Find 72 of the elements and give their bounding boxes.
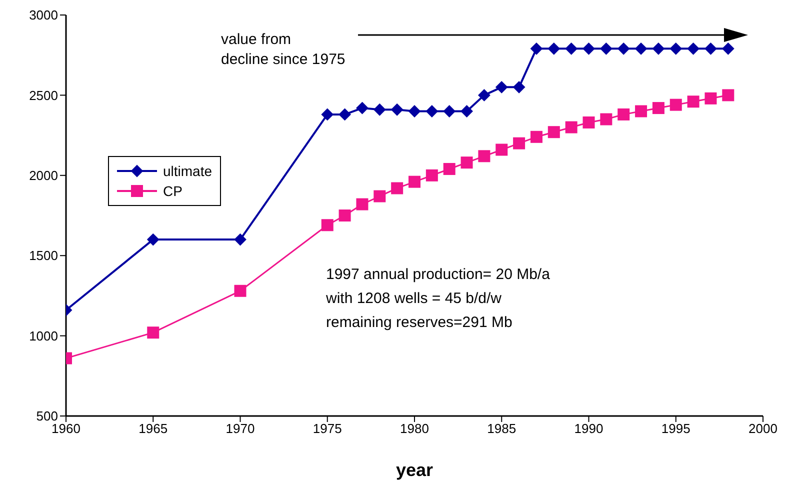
- y-tick-label: 2000: [29, 168, 58, 184]
- point: [687, 42, 700, 55]
- x-tick-label: 1960: [52, 421, 80, 436]
- point: [548, 126, 560, 138]
- point: [356, 102, 368, 114]
- x-tick-label: 1990: [574, 421, 604, 436]
- x-axis-title: year: [396, 460, 434, 480]
- point: [356, 198, 368, 210]
- point: [530, 130, 542, 143]
- point: [426, 105, 438, 118]
- legend-label: ultimate: [163, 163, 212, 179]
- point: [321, 219, 334, 232]
- point: [582, 42, 595, 55]
- x-tick-label: 1980: [400, 421, 429, 436]
- point: [338, 108, 351, 120]
- x-tick-label: 1985: [487, 421, 516, 436]
- point: [513, 137, 526, 150]
- x-tick-label: 1970: [226, 421, 255, 436]
- point: [374, 190, 386, 202]
- y-tick-label: 3000: [29, 8, 58, 23]
- point: [635, 42, 648, 55]
- point: [443, 162, 456, 175]
- point: [635, 105, 648, 118]
- point: [147, 234, 160, 246]
- x-tick-label: 2000: [748, 421, 778, 436]
- y-tick-label: 500: [36, 408, 58, 424]
- point: [478, 89, 490, 102]
- point: [600, 113, 612, 126]
- point: [670, 42, 682, 55]
- point: [408, 105, 420, 118]
- point: [704, 92, 717, 104]
- point: [618, 42, 630, 55]
- point: [722, 89, 734, 102]
- x-tick-label: 1975: [312, 421, 342, 436]
- x-tick-label: 1995: [661, 421, 690, 436]
- legend-label: CP: [163, 183, 182, 199]
- point: [704, 42, 717, 55]
- annotation: value from decline since 1975: [221, 30, 346, 70]
- point: [478, 150, 490, 162]
- point: [600, 42, 612, 55]
- annotation: 1997 annual production= 20 Mb/a with 1208 wells = 45 b/d/w remaining reserves=291 Mb: [326, 265, 550, 333]
- point: [147, 326, 160, 339]
- point: [618, 108, 630, 120]
- point: [652, 42, 664, 55]
- point: [391, 104, 404, 116]
- point: [582, 116, 595, 128]
- point: [722, 42, 734, 55]
- y-tick-label: 1500: [29, 248, 58, 264]
- point: [234, 284, 246, 297]
- point: [408, 176, 420, 188]
- point: [548, 42, 560, 55]
- point: [565, 121, 578, 134]
- point: [652, 102, 664, 114]
- point: [460, 156, 473, 169]
- point: [443, 105, 456, 118]
- point: [513, 81, 526, 94]
- point: [530, 42, 542, 55]
- y-tick-label: 2500: [29, 88, 58, 103]
- y-tick-label: 1000: [29, 328, 58, 344]
- x-tick-label: 1965: [138, 421, 168, 436]
- point: [321, 108, 334, 120]
- point: [338, 210, 351, 222]
- point: [565, 42, 578, 55]
- point: [496, 81, 508, 94]
- point: [460, 105, 473, 118]
- point: [391, 182, 404, 194]
- point: [670, 98, 682, 111]
- point: [234, 234, 246, 246]
- point: [496, 144, 508, 156]
- point: [687, 96, 700, 108]
- point: [426, 169, 438, 182]
- point: [374, 104, 386, 116]
